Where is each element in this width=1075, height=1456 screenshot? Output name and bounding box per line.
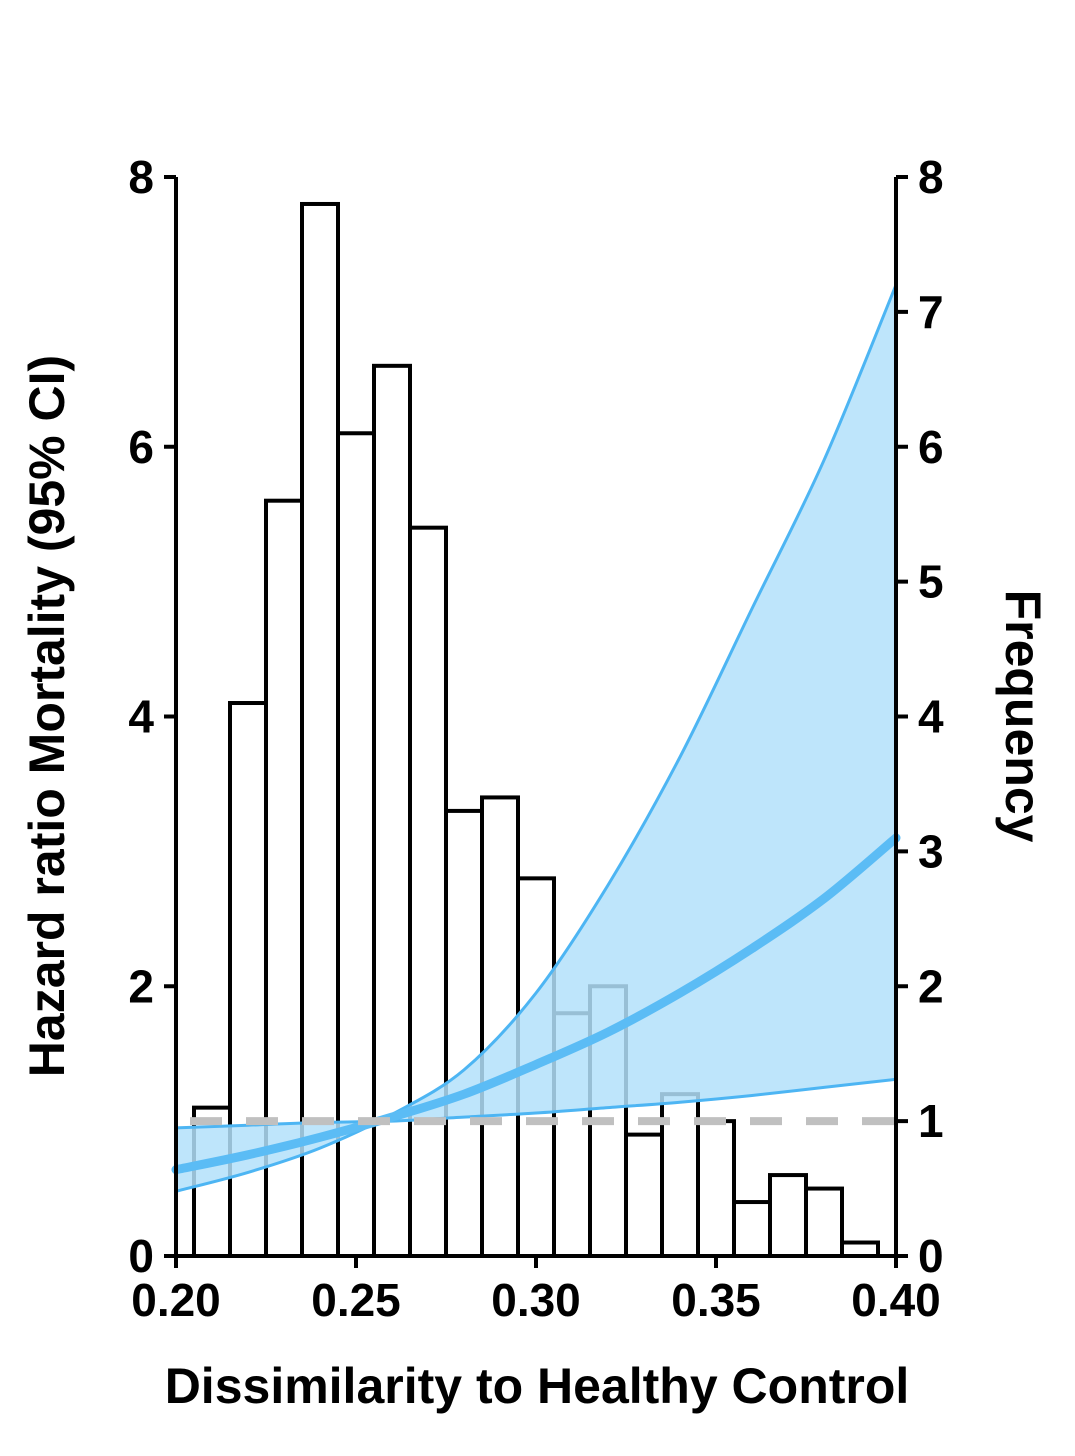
y-right-tick-label: 8 bbox=[918, 151, 944, 203]
ci-upper-line bbox=[175, 284, 898, 1193]
axes bbox=[164, 175, 908, 1268]
histogram-bar bbox=[732, 1200, 772, 1259]
histogram-bar bbox=[804, 1186, 844, 1258]
histogram-bar bbox=[624, 1132, 664, 1259]
y-right-tick-label: 2 bbox=[918, 960, 944, 1012]
y-right-tick-label: 6 bbox=[918, 421, 944, 473]
y-axis-left-title: Hazard ratio Mortality (95% CI) bbox=[19, 355, 75, 1077]
y-right-tick-label: 5 bbox=[918, 556, 944, 608]
y-left-tick-label: 2 bbox=[128, 960, 154, 1012]
y-left-tick-label: 6 bbox=[128, 421, 154, 473]
histogram-bar bbox=[300, 201, 340, 1259]
hazard-ratio-line bbox=[171, 833, 901, 1175]
confidence-band bbox=[171, 284, 901, 1193]
y-left-tick-label: 4 bbox=[128, 691, 154, 743]
y-right-tick-label: 3 bbox=[918, 825, 944, 877]
ci-band-fill bbox=[176, 284, 896, 1192]
y-right-tick-label: 0 bbox=[918, 1230, 944, 1282]
histogram-bar bbox=[696, 1119, 736, 1258]
histogram-bar bbox=[840, 1240, 880, 1258]
x-tick-label: 0.20 bbox=[131, 1274, 221, 1326]
x-tick-label: 0.35 bbox=[671, 1274, 761, 1326]
histogram-bar bbox=[408, 525, 448, 1258]
x-axis-title: Dissimilarity to Healthy Control bbox=[165, 1358, 910, 1414]
y-left-tick-label: 0 bbox=[128, 1230, 154, 1282]
y-left-tick-label: 8 bbox=[128, 151, 154, 203]
x-tick-label: 0.25 bbox=[311, 1274, 401, 1326]
y-right-tick-label: 1 bbox=[918, 1095, 944, 1147]
x-tick-label: 0.40 bbox=[851, 1274, 941, 1326]
y-right-tick-label: 4 bbox=[918, 691, 944, 743]
histogram-bar bbox=[444, 808, 484, 1258]
y-right-tick-label: 7 bbox=[918, 286, 944, 338]
x-tick-label: 0.30 bbox=[491, 1274, 581, 1326]
histogram-bar bbox=[768, 1173, 808, 1258]
y-axis-right-title: Frequency bbox=[995, 590, 1051, 843]
ci-lower-line bbox=[175, 1077, 897, 1130]
